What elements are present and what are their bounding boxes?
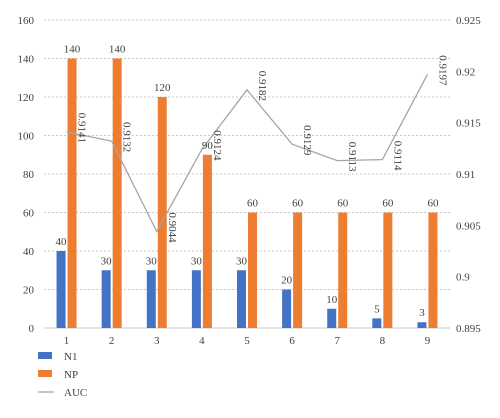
axes: 0204060801001201401600.8950.90.9050.910.… [18,15,482,347]
bar-np [248,212,257,328]
bar-n1 [327,308,337,328]
bar-label-n1: 30 [236,255,248,267]
bar-label-n1: 30 [101,255,113,267]
bar-n1 [372,318,382,328]
x-axis-tick-label: 8 [380,335,386,347]
bar-label-n1: 5 [374,303,380,315]
left-axis-tick-label: 80 [23,169,35,181]
bar-n1 [56,251,66,328]
x-axis-tick-label: 2 [109,335,115,347]
bar-label-np: 140 [109,44,126,56]
bar-n1 [191,270,201,328]
right-axis-tick-label: 0.9 [456,272,470,284]
auc-label: 0.9129 [301,125,313,156]
bar-np [293,212,303,328]
auc-label: 0.9197 [436,55,448,86]
left-axis-tick-label: 160 [18,15,35,27]
bar-label-n1: 30 [146,255,158,267]
bar-np [202,154,212,328]
left-axis-tick-label: 60 [23,208,35,220]
bar-n1 [146,270,156,328]
left-axis-tick-label: 0 [29,323,35,335]
auc-label: 0.9114 [391,141,403,171]
auc-label: 0.9132 [121,122,133,152]
x-axis-tick-label: 3 [154,335,160,347]
bar-label-np: 60 [292,198,304,210]
bar-label-np: 60 [382,198,394,210]
x-axis-tick-label: 7 [334,335,340,347]
auc-label: 0.9141 [76,113,88,143]
auc-line [66,74,429,233]
bar-n1 [101,270,111,328]
right-axis-tick-label: 0.905 [456,220,481,232]
legend-swatch-np [38,370,52,377]
legend-label-np: NP [64,369,78,381]
left-axis-tick-label: 20 [23,285,35,297]
bar-n1 [237,270,246,328]
bar-label-n1: 10 [326,294,338,306]
bar-label-np: 60 [337,198,349,210]
bar-n1 [282,289,292,328]
legend-swatch-n1 [38,352,52,359]
auc-label: 0.9113 [346,142,358,172]
bar-n1 [417,322,427,328]
bar-np [428,212,438,328]
auc-label: 0.9182 [256,71,268,101]
data-labels: 40 140 30 140 30 120 30 90 30 60 20 60 10 60 5 60 3 60 0.9… [56,44,449,320]
bar-label-np: 90 [202,140,214,152]
bar-label-n1: 20 [281,275,293,287]
bar-label-np: 60 [247,198,259,210]
left-axis-tick-label: 40 [23,246,35,258]
x-axis-tick-label: 6 [289,335,295,347]
bar-np [67,58,77,328]
right-axis-tick-label: 0.915 [456,118,481,130]
x-axis-tick-label: 1 [64,335,70,347]
bar-np [157,97,167,328]
auc-label: 0.9124 [211,130,223,161]
bar-np [383,212,393,328]
left-axis-tick-label: 120 [18,92,35,104]
right-axis-tick-label: 0.895 [456,323,481,335]
bar-np [112,58,122,328]
left-axis-tick-label: 100 [18,131,35,143]
x-axis-tick-label: 4 [199,335,205,347]
bar-label-np: 60 [427,198,439,210]
left-axis-tick-label: 140 [18,54,35,66]
auc-line-group [66,74,429,233]
x-axis-tick-label: 9 [425,335,431,347]
x-axis-tick-label: 5 [244,335,250,347]
legend-label-n1: N1 [64,351,77,363]
legend: N1 NP AUC [38,351,87,399]
legend-label-auc: AUC [64,387,87,399]
right-axis-tick-label: 0.91 [456,169,475,181]
bar-np [338,212,348,328]
auc-label: 0.9044 [166,212,178,243]
bars [56,58,438,328]
right-axis-tick-label: 0.925 [456,15,481,27]
right-axis-tick-label: 0.92 [456,66,475,78]
bar-label-n1: 3 [419,307,425,319]
bar-label-np: 140 [64,44,81,56]
bar-label-n1: 30 [191,255,203,267]
bar-label-n1: 40 [56,236,68,248]
bar-label-np: 120 [154,82,171,94]
